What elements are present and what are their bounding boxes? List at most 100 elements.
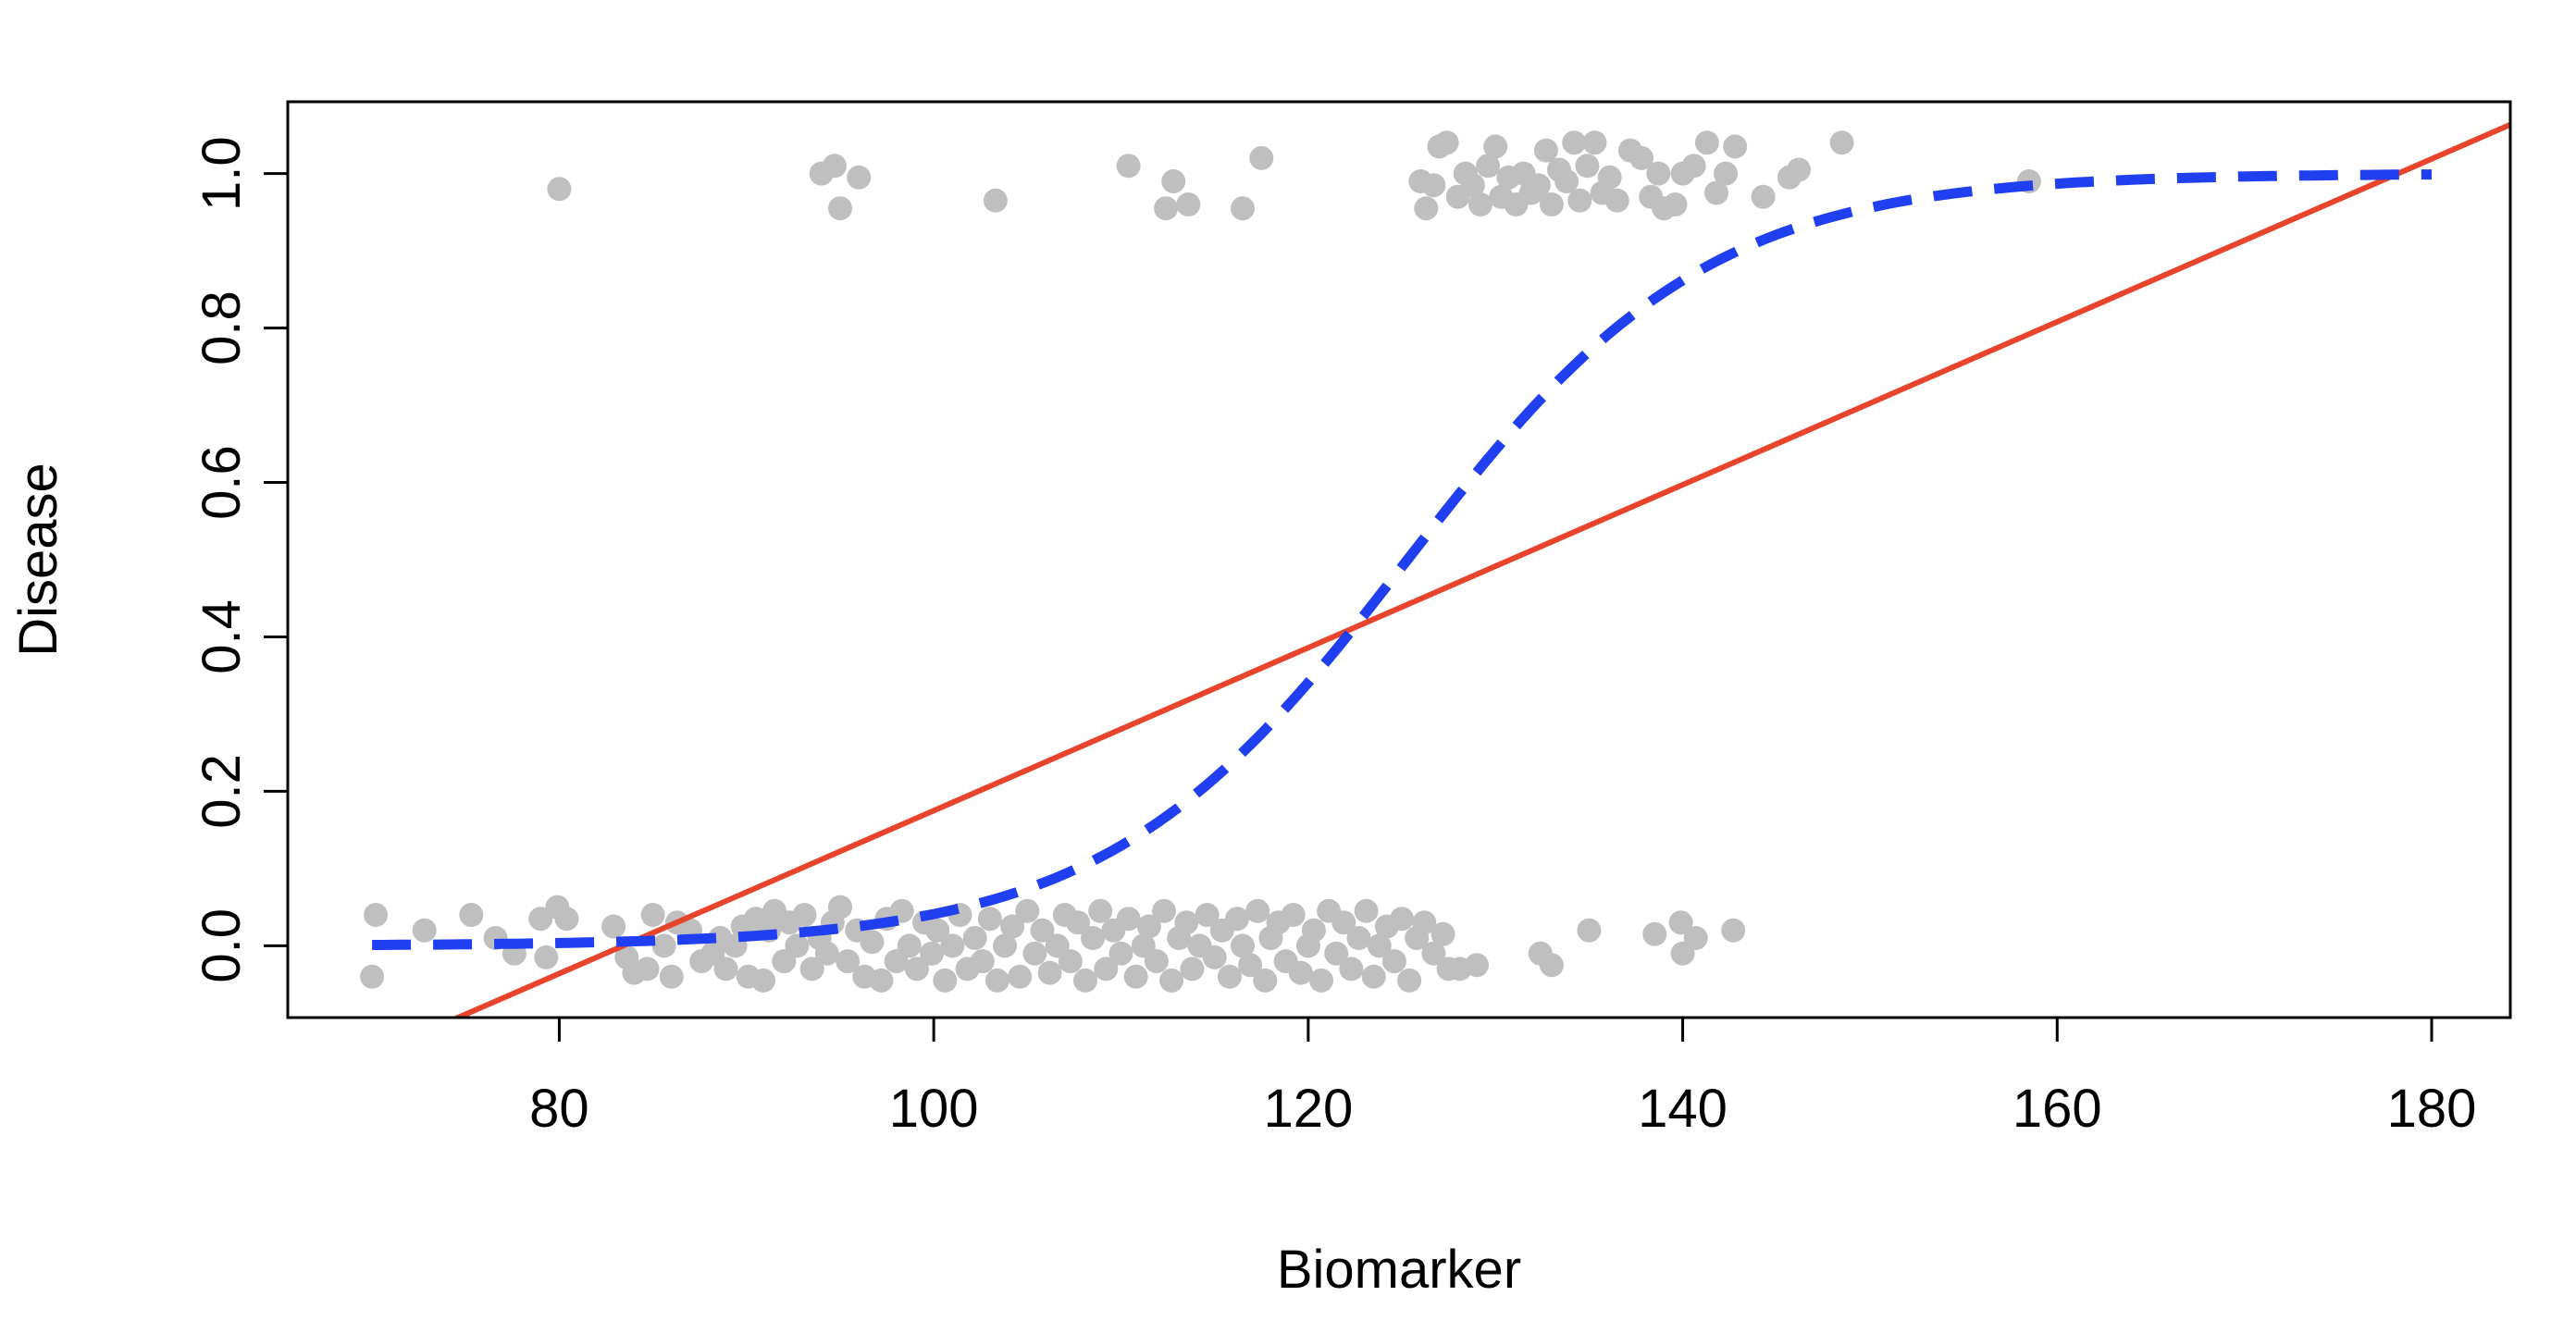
data-point <box>360 964 385 989</box>
data-point <box>977 907 1002 932</box>
x-tick-label: 160 <box>2012 1079 2102 1139</box>
data-point <box>459 903 484 927</box>
data-point <box>1081 926 1106 950</box>
data-point <box>1108 941 1133 966</box>
data-point <box>1460 173 1485 198</box>
data-point <box>1073 968 1097 993</box>
data-point <box>1249 145 1274 170</box>
data-point <box>1202 944 1227 969</box>
y-tick-label: 0.2 <box>192 754 252 829</box>
data-point <box>1253 968 1278 993</box>
x-tick-label: 180 <box>2387 1079 2477 1139</box>
data-point <box>925 918 950 943</box>
data-point <box>1301 918 1326 943</box>
data-point <box>1694 130 1719 155</box>
data-point <box>1000 914 1025 939</box>
data-point <box>1174 910 1199 935</box>
data-point <box>1434 130 1459 155</box>
data-point <box>1154 196 1179 221</box>
data-point <box>1231 196 1255 221</box>
data-point <box>1723 134 1748 159</box>
data-point <box>1231 933 1255 958</box>
data-point <box>940 933 965 958</box>
data-point <box>1288 960 1313 985</box>
data-point <box>1421 173 1446 198</box>
data-point <box>1575 154 1600 179</box>
x-axis-title: Biomarker <box>1277 1240 1521 1300</box>
data-point <box>547 177 572 202</box>
data-point <box>847 165 872 190</box>
data-point <box>933 968 958 993</box>
data-point <box>993 933 1017 958</box>
data-point <box>1324 941 1349 966</box>
data-point <box>1390 907 1414 932</box>
data-point <box>1562 130 1587 155</box>
data-point <box>962 926 987 950</box>
data-point <box>1161 169 1186 193</box>
data-point <box>635 957 660 981</box>
data-point <box>1582 130 1607 155</box>
data-point <box>1346 926 1371 950</box>
data-point <box>1683 926 1708 950</box>
data-point <box>1421 941 1446 966</box>
data-point <box>1526 173 1551 198</box>
data-point <box>1225 907 1249 932</box>
data-point <box>1361 964 1386 989</box>
data-point <box>1030 918 1055 943</box>
data-point <box>828 895 852 920</box>
data-point <box>983 188 1008 213</box>
data-point <box>1554 169 1579 193</box>
y-tick-label: 1.0 <box>192 136 252 211</box>
linear-fit-line <box>451 122 2510 1018</box>
data-point <box>751 968 775 993</box>
data-point <box>822 154 847 179</box>
data-point <box>364 903 389 927</box>
data-point <box>1037 960 1062 985</box>
data-point <box>860 930 885 955</box>
data-point <box>1123 964 1148 989</box>
data-point <box>1022 941 1047 966</box>
data-point <box>1567 188 1592 213</box>
data-point <box>1238 953 1263 978</box>
data-point <box>534 944 559 969</box>
data-point <box>785 933 810 958</box>
data-point <box>1604 188 1629 213</box>
data-point <box>640 903 665 927</box>
data-point <box>1539 192 1564 216</box>
data-point <box>1663 192 1688 216</box>
y-tick-label: 0.6 <box>192 445 252 520</box>
data-point <box>1468 192 1492 216</box>
data-point <box>554 907 579 932</box>
data-point <box>1577 918 1602 943</box>
data-point <box>1465 953 1489 978</box>
data-point <box>1646 161 1671 186</box>
y-tick-label: 0.0 <box>192 908 252 983</box>
data-point <box>1058 949 1083 974</box>
logistic-fit-curve <box>372 169 2432 950</box>
data-point <box>1136 914 1161 939</box>
data-point <box>412 918 437 943</box>
x-axis: 80 100 120 140 160 180 <box>529 1016 2477 1139</box>
data-point <box>1397 968 1422 993</box>
data-point <box>1116 154 1141 179</box>
data-point <box>1245 898 1270 923</box>
data-point <box>1008 964 1033 989</box>
x-tick-label: 120 <box>1263 1079 1353 1139</box>
data-point <box>651 933 676 958</box>
data-point <box>1787 157 1811 182</box>
data-point <box>985 968 1009 993</box>
data-point <box>601 914 626 939</box>
data-point <box>1629 145 1654 170</box>
y-axis-title: Disease <box>8 463 68 657</box>
data-point <box>1714 161 1739 186</box>
data-point <box>1381 949 1406 974</box>
data-point <box>1430 921 1455 946</box>
data-point <box>1704 180 1728 205</box>
data-point <box>1414 196 1439 221</box>
data-point <box>1159 968 1184 993</box>
data-point <box>1309 968 1333 993</box>
data-point <box>1721 918 1746 943</box>
fit-lines <box>372 122 2510 1018</box>
data-point <box>828 196 852 221</box>
data-point <box>1180 957 1205 981</box>
